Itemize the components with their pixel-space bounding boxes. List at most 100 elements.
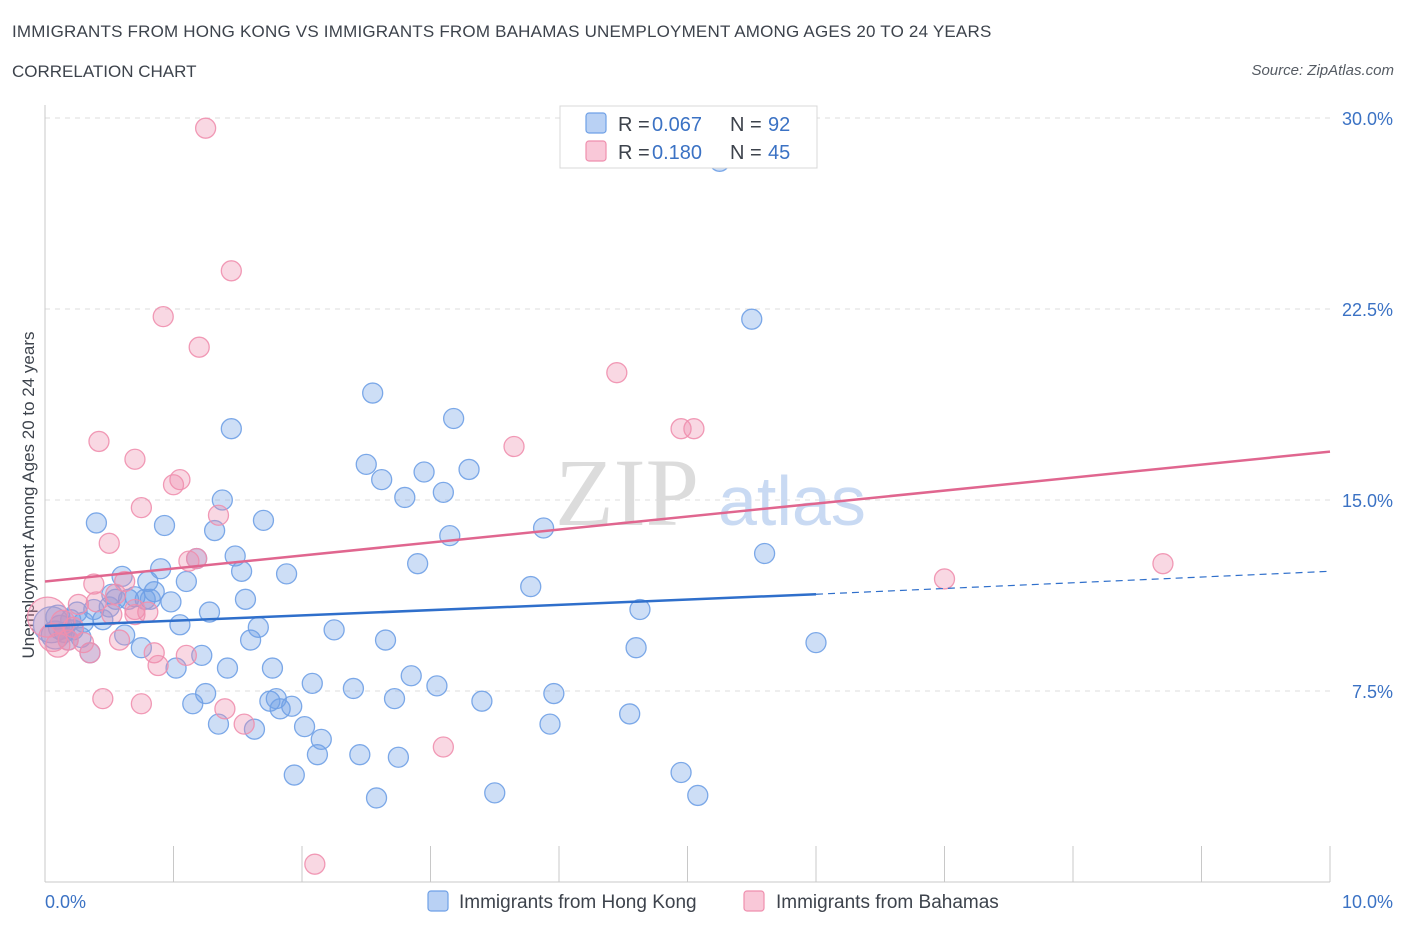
y-tick-label-1: 15.0% [1342,491,1393,511]
point-hong-kong-87 [625,637,647,659]
series-hong-kong-points [32,150,827,809]
point-hong-kong-72 [400,665,422,687]
point-bahamas-22 [130,693,153,715]
point-hong-kong-51 [261,657,284,679]
point-hong-kong-26 [143,581,165,603]
point-hong-kong-28 [153,514,176,537]
trend-line-hong-kong-extension [815,570,1331,595]
point-bahamas-19 [130,496,153,519]
point-hong-kong-29 [160,591,182,613]
point-hong-kong-64 [355,453,377,475]
legend-n-label-1: N = [730,142,762,164]
point-hong-kong-81 [484,782,506,804]
point-hong-kong-48 [247,616,269,638]
point-hong-kong-73 [406,553,429,575]
point-bahamas-37 [233,713,255,735]
point-hong-kong-79 [458,458,480,481]
point-hong-kong-89 [670,761,692,784]
point-hong-kong-82 [520,575,542,598]
point-hong-kong-42 [220,418,242,440]
point-hong-kong-36 [194,682,217,705]
point-hong-kong-88 [629,598,651,621]
point-hong-kong-78 [442,407,465,430]
x-tick-label-0: 0.0% [45,892,86,912]
point-hong-kong-66 [365,787,388,809]
point-hong-kong-32 [175,570,198,593]
point-bahamas-25 [147,654,169,677]
point-hong-kong-80 [471,690,493,712]
point-hong-kong-67 [371,468,393,491]
series-legend: Immigrants from Hong Kong Immigrants fro… [427,890,999,913]
point-bahamas-3 [50,609,76,635]
point-bahamas-28 [169,468,191,491]
legend-r-value-1: 0.180 [652,142,702,164]
point-hong-kong-92 [741,308,763,330]
point-bahamas-6 [67,593,90,616]
y-axis-title: Unemployment Among Ages 20 to 24 years [19,332,38,659]
point-bahamas-32 [188,336,210,358]
point-hong-kong-61 [323,619,345,641]
point-hong-kong-22 [130,637,153,659]
point-hong-kong-37 [198,601,221,623]
point-hong-kong-93 [753,542,776,565]
point-bahamas-45 [1152,553,1174,575]
point-hong-kong-71 [394,486,416,509]
point-hong-kong-41 [216,657,239,679]
point-bahamas-34 [207,504,230,526]
point-hong-kong-54 [275,563,298,585]
legend-r-value-0: 0.067 [652,114,702,136]
point-hong-kong-83 [532,517,555,539]
legend-n-value-1: 45 [768,142,790,164]
point-bahamas-21 [124,448,146,470]
point-hong-kong-55 [281,695,303,717]
point-hong-kong-58 [301,672,323,695]
point-bahamas-18 [124,598,146,621]
trend-line-bahamas [44,450,1331,583]
legend-r-label-0: R = [618,114,650,136]
x-tick-label-1: 10.0% [1342,892,1393,912]
legend-n-label-0: N = [730,114,762,136]
point-bahamas-36 [220,260,242,282]
point-hong-kong-85 [543,682,565,705]
watermark: ZIP atlas [555,439,866,546]
point-bahamas-12 [92,687,114,710]
point-bahamas-4 [57,629,79,651]
x-tick-labels: 0.0% 10.0% [45,892,1393,912]
legend-r-label-1: R = [618,142,650,164]
point-hong-kong-62 [342,677,365,700]
point-hong-kong-65 [362,382,384,404]
point-bahamas-10 [85,591,108,613]
point-hong-kong-35 [191,644,213,666]
point-hong-kong-90 [687,784,709,807]
point-hong-kong-70 [387,746,410,768]
point-bahamas-43 [683,418,705,440]
point-bahamas-38 [304,853,326,875]
legend-swatch-bahamas [585,140,607,162]
watermark-zip: ZIP [555,439,699,546]
axes [44,105,1331,883]
point-hong-kong-68 [374,629,397,651]
trend-lines [44,450,1331,628]
bottom-legend-label-bahamas: Immigrants from Bahamas [776,892,999,913]
point-hong-kong-47 [243,718,266,740]
point-hong-kong-57 [293,716,316,738]
point-hong-kong-84 [539,713,561,735]
y-tick-labels: 7.5% 15.0% 22.5% 30.0% [1342,109,1393,702]
y-tick-label-0: 7.5% [1352,682,1393,702]
point-hong-kong-31 [169,614,191,636]
chart-subtitle: CORRELATION CHART [12,62,197,81]
point-hong-kong-75 [426,675,448,697]
trend-line-hong-kong [44,592,817,628]
point-hong-kong-45 [234,588,257,610]
point-bahamas-44 [933,568,956,590]
point-bahamas-7 [72,631,95,654]
correlation-legend: R = 0.067 N = 92 R = 0.180 N = 45 [559,105,818,169]
point-bahamas-13 [101,603,123,626]
point-hong-kong-74 [413,461,435,483]
point-bahamas-33 [194,117,217,139]
point-bahamas-29 [175,644,198,666]
chart-title: IMMIGRANTS FROM HONG KONG VS IMMIGRANTS … [12,22,992,41]
point-bahamas-24 [143,642,165,664]
point-bahamas-35 [214,698,236,720]
